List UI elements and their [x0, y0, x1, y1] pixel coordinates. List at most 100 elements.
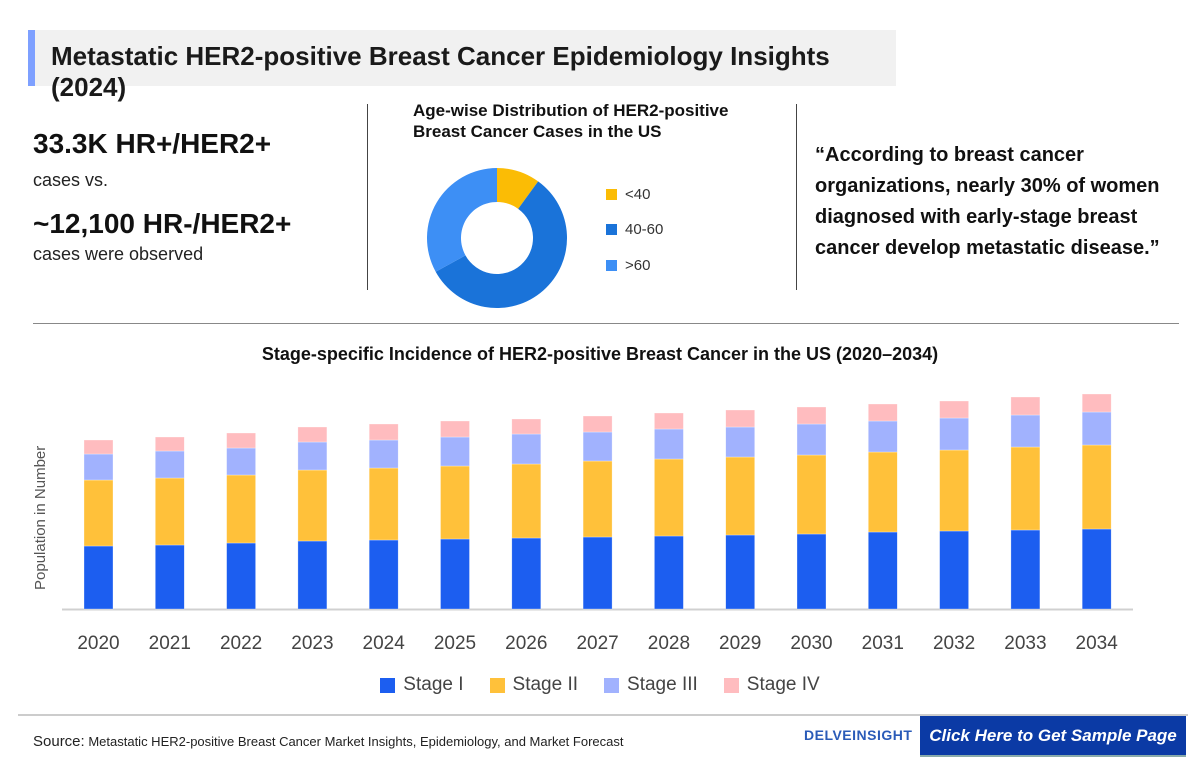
- donut-slice-2: [427, 168, 497, 272]
- bar-2030-stage-2: [796, 454, 827, 535]
- x-tick-label: 2028: [648, 633, 690, 654]
- bar-2030-stage-1: [796, 533, 827, 610]
- bar-2032-stage-2: [939, 449, 969, 532]
- bar-2034-stage-1: [1081, 528, 1112, 610]
- bar-2033-stage-3: [1010, 414, 1041, 448]
- bar-2025-stage-1: [440, 538, 470, 610]
- bar-2031-stage-2: [867, 451, 898, 533]
- legend-stage-4: Stage IV: [723, 674, 820, 696]
- legend-label: <40: [625, 186, 651, 203]
- bar-2021-stage-1: [155, 544, 185, 610]
- bar-2028-stage-2: [654, 458, 684, 537]
- bar-2034-stage-4: [1081, 393, 1112, 413]
- x-tick-label: 2033: [1004, 633, 1046, 654]
- donut-slice-1: [435, 181, 567, 308]
- bar-2024-stage-2: [368, 467, 399, 541]
- bar-2020-stage-2: [83, 479, 114, 547]
- bar-2027-stage-2: [582, 460, 613, 538]
- bar-2027-stage-1: [582, 536, 613, 610]
- stat-hr-positive-sub: cases vs.: [33, 170, 109, 190]
- x-tick-label: 2029: [719, 633, 761, 654]
- bar-2021-stage-3: [155, 450, 185, 479]
- bar-2025-stage-4: [440, 420, 470, 438]
- stat-hr-negative-sub: cases were observed: [33, 244, 204, 264]
- x-tick-label: 2031: [862, 633, 904, 654]
- bar-2025-stage-3: [440, 436, 470, 467]
- bar-2029-stage-4: [725, 409, 756, 428]
- bar-2028-stage-4: [654, 412, 684, 430]
- x-tick-label: 2030: [790, 633, 832, 654]
- legend-under-40: <40: [606, 186, 650, 203]
- bar-2020-stage-1: [83, 545, 114, 610]
- bar-2023-stage-1: [297, 540, 328, 610]
- bar-2026-stage-2: [511, 463, 542, 539]
- legend-label: >60: [625, 257, 651, 274]
- legend-stage-2: Stage II: [489, 674, 578, 696]
- bar-2034-stage-2: [1081, 444, 1112, 530]
- legend-swatch: [606, 189, 617, 200]
- bar-2020-stage-4: [83, 439, 114, 455]
- legend-swatch: [380, 677, 396, 693]
- bar-chart-title: Stage-specific Incidence of HER2-positiv…: [261, 344, 939, 364]
- bar-2023-stage-3: [297, 441, 328, 471]
- legend-label: 40-60: [625, 221, 664, 238]
- bar-2024-stage-1: [368, 539, 399, 610]
- bar-2024-stage-4: [368, 423, 399, 441]
- bar-2029-stage-1: [725, 534, 756, 610]
- stacked-bar-chart: 2020 2021 2022 2023 2024 2025 2026 2027 2028 2029…: [62, 393, 1133, 654]
- source-text: Metastatic HER2-positive Breast Cancer M…: [88, 734, 624, 749]
- x-tick-label: 2023: [291, 633, 333, 654]
- donut-chart: [427, 168, 567, 308]
- bar-2034-stage-3: [1081, 411, 1112, 446]
- page-title: Metastatic HER2-positive Breast Cancer E…: [51, 41, 830, 102]
- legend-stage-1: Stage I: [380, 674, 464, 696]
- bar-2021-stage-4: [155, 436, 185, 452]
- bar-2030-stage-4: [796, 406, 827, 425]
- bar-2027-stage-4: [582, 415, 613, 433]
- legend-swatch: [606, 260, 617, 271]
- bar-2030-stage-3: [796, 423, 827, 456]
- bar-2023-stage-2: [297, 469, 328, 542]
- bar-2028-stage-1: [654, 535, 684, 610]
- legend-label: Stage I: [403, 674, 464, 695]
- bar-2026-stage-3: [511, 433, 542, 465]
- source-label: Source:: [33, 733, 85, 750]
- bar-2029-stage-3: [725, 426, 756, 458]
- x-tick-label: 2025: [434, 633, 476, 654]
- bar-2027-stage-3: [582, 431, 613, 462]
- divider: [367, 104, 368, 290]
- divider: [33, 323, 1179, 324]
- x-tick-label: 2034: [1076, 633, 1119, 654]
- bar-2032-stage-1: [939, 530, 969, 610]
- bar-2022-stage-4: [226, 432, 256, 449]
- bar-legend: Stage I Stage II Stage III Stage IV: [0, 674, 1200, 696]
- x-tick-label: 2020: [77, 633, 119, 654]
- stat-hr-negative: ~12,100 HR-/HER2+: [33, 208, 292, 239]
- bar-2031-stage-1: [867, 531, 898, 610]
- delveinsight-logo: DELVEINSIGHT: [804, 727, 913, 743]
- divider: [796, 104, 797, 290]
- legend-label: Stage III: [627, 674, 698, 695]
- bar-2022-stage-2: [226, 474, 256, 544]
- bar-2023-stage-4: [297, 426, 328, 443]
- source-note: Source: Metastatic HER2-positive Breast …: [33, 733, 623, 750]
- quote: “According to breast cancer organization…: [815, 144, 1160, 259]
- bar-2033-stage-4: [1010, 396, 1041, 416]
- bar-2032-stage-4: [939, 400, 969, 419]
- bar-2031-stage-4: [867, 403, 898, 422]
- bar-2033-stage-2: [1010, 446, 1041, 531]
- legend-swatch: [606, 224, 617, 235]
- pie-title: Age-wise Distribution of HER2-positive B…: [413, 101, 729, 141]
- legend-label: Stage IV: [746, 674, 820, 695]
- legend-swatch: [489, 677, 505, 693]
- get-sample-page-button[interactable]: Click Here to Get Sample Page: [920, 716, 1186, 757]
- bar-2026-stage-4: [511, 418, 542, 435]
- bar-2022-stage-3: [226, 447, 256, 476]
- bar-2020-stage-3: [83, 453, 114, 481]
- legend-swatch: [604, 677, 620, 693]
- donut-slice-0: [497, 168, 539, 209]
- bar-2032-stage-3: [939, 417, 969, 451]
- bar-2029-stage-2: [725, 456, 756, 536]
- bar-2022-stage-1: [226, 542, 256, 610]
- bar-2025-stage-2: [440, 465, 470, 540]
